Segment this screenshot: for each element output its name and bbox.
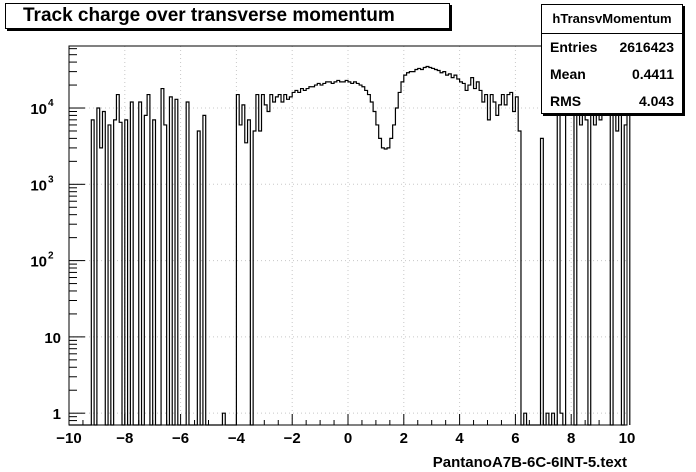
- stats-title: hTransvMomentum: [542, 5, 682, 34]
- x-tick-label: −6: [172, 430, 189, 447]
- stats-row-entries: Entries 2616423: [542, 34, 682, 61]
- y-tick-exponent: 4: [48, 98, 54, 109]
- x-tick-label: −4: [228, 430, 246, 447]
- y-tick-label: 10: [44, 330, 61, 347]
- stats-row-rms: RMS 4.043: [542, 88, 682, 115]
- x-tick-label: 10: [619, 430, 636, 447]
- grid: [69, 46, 627, 425]
- x-tick-label: 4: [455, 430, 464, 447]
- stats-label: Mean: [550, 66, 586, 82]
- stats-value: 2616423: [619, 39, 674, 55]
- y-tick-label: 1: [53, 406, 61, 423]
- y-tick-label: 10: [30, 177, 47, 194]
- histogram-series: [69, 65, 631, 426]
- x-tick-label: −8: [116, 430, 133, 447]
- y-tick-exponent: 2: [48, 251, 54, 262]
- x-tick-label: 8: [567, 430, 575, 447]
- stats-label: RMS: [550, 93, 582, 109]
- stats-row-mean: Mean 0.4411: [542, 61, 682, 88]
- stats-label: Entries: [550, 39, 598, 55]
- x-tick-label: −2: [284, 430, 301, 447]
- y-tick-label: 10: [30, 101, 47, 118]
- y-tick-exponent: 3: [48, 174, 54, 185]
- x-axis-label: PantanoA7B-6C-6INT-5.text: [433, 454, 627, 471]
- x-tick-label: −10: [56, 430, 81, 447]
- stats-value: 4.043: [638, 93, 674, 109]
- stats-value: 0.4411: [631, 66, 674, 82]
- x-tick-label: 0: [344, 430, 352, 447]
- x-tick-label: 6: [511, 430, 519, 447]
- chart-title-text: Track charge over transverse momentum: [23, 5, 395, 26]
- stats-box: hTransvMomentum Entries 2616423 Mean 0.4…: [541, 4, 683, 114]
- x-tick-label: 2: [400, 430, 408, 447]
- chart-title: Track charge over transverse momentum: [5, 3, 450, 29]
- y-tick-label: 10: [30, 254, 47, 271]
